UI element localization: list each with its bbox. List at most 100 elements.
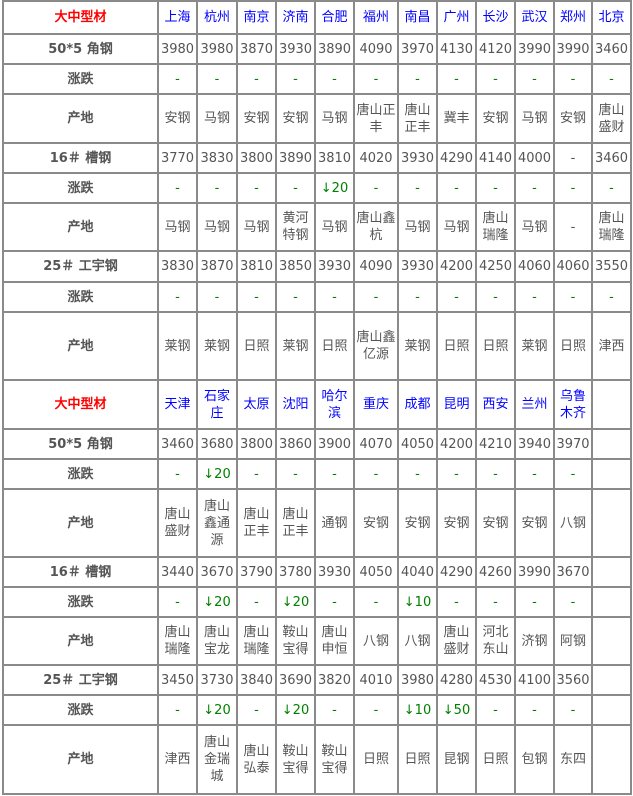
price-cell: 3680 [196,428,238,460]
price-cell: 4530 [475,664,516,696]
price-cell: 3980 [157,33,198,65]
price-cell: 3870 [236,33,277,65]
price-cell: 4020 [353,142,399,174]
origin-cell: 莱钢 [514,311,555,381]
city-header: 石家庄 [196,379,238,430]
city-header: 哈尔滨 [314,379,355,430]
price-cell: 3940 [514,428,555,460]
change-row: 涨跌 - - - - - - - - - - - - [2,281,632,313]
change-cell: - [475,281,516,313]
price-cell: 4260 [475,556,516,588]
change-cell: - [157,458,198,490]
origin-cell: 安钢 [353,488,399,558]
origin-cell: 马钢 [196,93,238,144]
price-cell: 4290 [436,556,477,588]
row-label: 产地 [2,616,159,666]
origin-cell: 津西 [157,724,198,795]
price-cell: 3800 [236,142,277,174]
origin-cell: 唐山瑞隆 [475,202,516,252]
change-cell: - [353,172,399,204]
row-label: 16＃ 槽钢 [2,556,159,588]
row-label: 25＃ 工宇钢 [2,250,159,283]
price-cell: 3830 [196,142,238,174]
origin-cell: 昆钢 [436,724,477,795]
price-cell: 3930 [314,250,355,283]
price-cell: 4140 [475,142,516,174]
origin-cell: 马钢 [436,202,477,252]
origin-cell: 唐山盛财 [436,616,477,666]
change-cell: - [553,586,593,618]
price-cell: 4060 [553,250,593,283]
price-cell: 4040 [397,556,438,588]
origin-cell: 八钢 [353,616,399,666]
price-cell: 3460 [591,142,632,174]
city-header: 成都 [397,379,438,430]
origin-cell: 马钢 [236,202,277,252]
origin-cell: 济钢 [514,616,555,666]
origin-cell: 马钢 [514,202,555,252]
price-row: 25＃ 工宇钢 3830 3870 3810 3850 3930 4090 3930 4200 4… [2,250,632,283]
change-cell: ↓20 [196,458,238,490]
city-header: 长沙 [475,0,516,35]
change-cell: - [591,63,632,95]
origin-cell: 唐山正丰 [275,488,316,558]
change-cell: - [553,694,593,726]
row-label: 涨跌 [2,586,159,618]
change-cell: - [314,694,355,726]
price-cell: 3440 [157,556,198,588]
origin-cell: - [553,202,593,252]
price-cell: 3810 [314,142,355,174]
price-cell: 3890 [314,33,355,65]
change-row: 涨跌 - - - - - - - - - - - - [2,63,632,95]
origin-cell: 八钢 [397,616,438,666]
change-cell: - [353,458,399,490]
city-header: 兰州 [514,379,555,430]
origin-cell: 鞍山宝得 [314,724,355,795]
origin-cell: 包钢 [514,724,555,795]
price-row: 16＃ 槽钢 3440 3670 3790 3780 3930 4050 4040 4290 42… [2,556,632,588]
origin-cell: 唐山金瑞城 [196,724,238,795]
change-cell [591,694,632,726]
price-cell: 3970 [397,33,438,65]
price-cell: 4060 [514,250,555,283]
origin-cell: 冀丰 [436,93,477,144]
price-cell: 3550 [591,250,632,283]
price-cell: 3990 [514,33,555,65]
origin-cell: 日照 [436,311,477,381]
origin-cell: 日照 [475,724,516,795]
row-label: 16＃ 槽钢 [2,142,159,174]
change-cell: - [314,281,355,313]
origin-cell: 鞍山宝得 [275,616,316,666]
change-cell: - [514,63,555,95]
origin-cell [591,724,632,795]
price-cell: 4200 [436,250,477,283]
origin-cell: 黄河特钢 [275,202,316,252]
price-cell: 4280 [436,664,477,696]
city-header: 武汉 [514,0,555,35]
price-cell: 3890 [275,142,316,174]
price-cell: 3560 [553,664,593,696]
origin-row: 产地 安钢 马钢 安钢 安钢 马钢 唐山正丰 唐山正丰 冀丰 安钢 马钢 安钢 唐山盛财 [2,93,632,144]
origin-cell: 安钢 [475,93,516,144]
origin-cell: 安钢 [275,93,316,144]
change-cell: - [353,586,399,618]
price-cell: 4070 [353,428,399,460]
price-cell: 3840 [236,664,277,696]
change-cell: - [436,586,477,618]
origin-cell: 安钢 [514,488,555,558]
origin-cell: 唐山正丰 [236,488,277,558]
change-cell: - [157,694,198,726]
city-header: 西安 [475,379,516,430]
price-cell: 3830 [157,250,198,283]
change-cell: - [436,458,477,490]
city-header: 福州 [353,0,399,35]
change-cell: - [591,172,632,204]
change-cell: - [236,63,277,95]
origin-cell: 唐山盛财 [591,93,632,144]
change-cell: - [514,694,555,726]
price-cell: 3670 [553,556,593,588]
change-cell: - [397,458,438,490]
change-cell: - [196,63,238,95]
price-cell: 3850 [275,250,316,283]
change-row: 涨跌 - ↓20- ↓20- - ↓10- - - - [2,586,632,618]
